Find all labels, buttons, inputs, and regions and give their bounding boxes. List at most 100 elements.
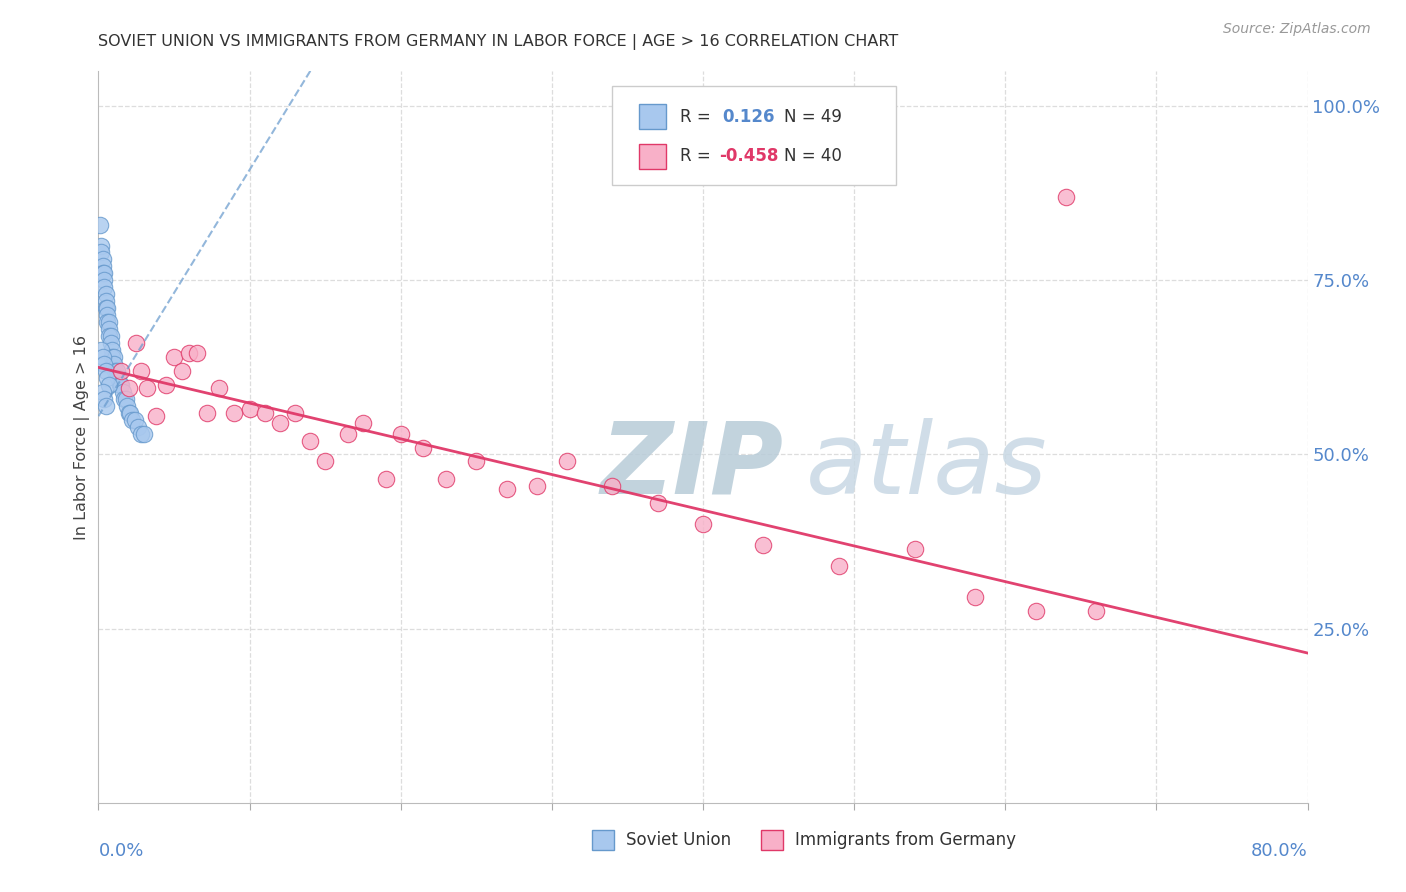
Point [96,308,118,322]
Point [91,252,114,267]
Point [179,346,201,360]
Point [108,377,131,392]
Point [239,402,262,417]
Point [118,406,141,420]
Point [93,357,115,371]
Point [111,384,134,399]
Text: atlas: atlas [806,417,1047,515]
Point [374,472,396,486]
Point [602,479,624,493]
Bar [592,830,613,850]
Point [284,406,307,420]
Point [98,315,121,329]
Point [114,392,136,406]
Point [186,346,208,360]
Point [103,357,125,371]
Point [253,406,276,420]
Point [103,350,125,364]
Point [163,350,186,364]
Point [91,260,114,274]
Point [93,280,115,294]
Text: Source: ZipAtlas.com: Source: ZipAtlas.com [1223,22,1371,37]
Point [412,441,434,455]
Text: 0.126: 0.126 [723,108,775,126]
Point [90,343,112,357]
Text: Immigrants from Germany: Immigrants from Germany [794,831,1017,849]
Point [94,364,117,378]
Point [98,377,121,392]
Bar [638,144,665,169]
Point [145,409,167,424]
Point [90,238,112,252]
Point [91,266,114,280]
Text: ZIP: ZIP [600,417,783,515]
Point [96,371,118,385]
Y-axis label: In Labor Force | Age > 16: In Labor Force | Age > 16 [75,334,90,540]
Point [100,329,122,343]
Point [110,377,132,392]
Point [115,399,138,413]
Point [94,294,117,309]
Point [965,591,987,605]
Point [1024,604,1046,618]
Point [752,538,775,552]
Point [526,479,548,493]
Point [105,364,128,378]
Point [101,343,124,357]
Point [94,301,117,316]
Point [828,558,851,573]
Text: -0.458: -0.458 [718,147,778,165]
Point [434,472,457,486]
Point [100,336,122,351]
Point [135,381,157,395]
Text: N = 49: N = 49 [785,108,842,126]
Point [208,381,231,395]
Point [129,426,152,441]
Point [96,315,118,329]
Point [465,454,488,468]
Point [104,364,127,378]
Point [101,350,124,364]
Point [132,426,155,441]
Point [112,392,135,406]
Point [352,416,374,430]
Point [120,406,142,420]
Point [118,381,141,395]
Point [107,371,129,385]
Point [269,416,291,430]
Point [98,322,121,336]
Point [127,419,149,434]
Point [1085,604,1108,618]
Point [98,329,121,343]
Point [110,364,132,378]
Point [121,412,143,426]
Point [692,517,714,532]
Text: Soviet Union: Soviet Union [626,831,731,849]
Point [495,483,517,497]
Text: R =: R = [681,108,716,126]
Point [94,287,117,301]
Point [91,350,114,364]
Point [125,336,148,351]
Point [170,364,193,378]
Point [904,541,927,556]
Point [93,273,115,287]
Point [93,392,115,406]
Point [129,364,152,378]
Point [1054,190,1077,204]
Point [224,406,246,420]
Point [336,426,359,441]
Point [299,434,322,448]
Text: 80.0%: 80.0% [1251,842,1308,860]
Point [90,245,112,260]
Point [389,426,412,441]
Point [94,399,117,413]
Text: R =: R = [681,147,716,165]
Bar [761,830,783,850]
Point [124,412,146,426]
Point [314,454,336,468]
Text: SOVIET UNION VS IMMIGRANTS FROM GERMANY IN LABOR FORCE | AGE > 16 CORRELATION CH: SOVIET UNION VS IMMIGRANTS FROM GERMANY … [98,35,898,50]
Point [93,266,115,280]
Point [155,377,177,392]
Text: 0.0%: 0.0% [98,842,143,860]
